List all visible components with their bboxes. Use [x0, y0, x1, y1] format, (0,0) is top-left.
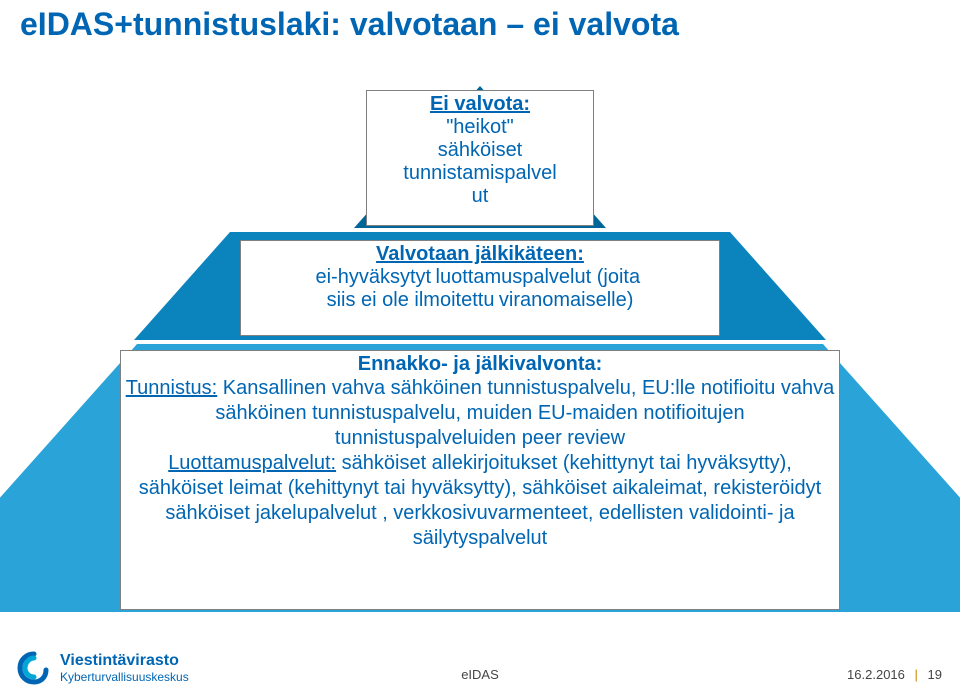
- tier-top-line: ut: [371, 185, 589, 208]
- tier-top-line: tunnistamispalvel: [371, 162, 589, 185]
- footer-date: 16.2.2016: [847, 667, 905, 682]
- tier-top-header: Ei valvota:: [371, 93, 589, 116]
- footer-center: eIDAS: [0, 667, 960, 682]
- tier-mid-line: siis ei ole ilmoitettu: [327, 289, 495, 312]
- tier-bot-block1: Tunnistus: Kansallinen vahva sähköinen t…: [125, 376, 835, 451]
- separator-icon: |: [915, 667, 918, 682]
- tier-top-box: Ei valvota: "heikot" sähköiset tunnistam…: [366, 90, 594, 226]
- tier-bot-block2: Luottamuspalvelut: sähköiset allekirjoit…: [125, 451, 835, 551]
- tier-divider: [134, 340, 826, 344]
- footer-page: 19: [928, 667, 942, 682]
- tier-bot-box: Ennakko- ja jälkivalvonta: Tunnistus: Ka…: [120, 350, 840, 610]
- tier-top-line: sähköiset: [371, 139, 589, 162]
- footer: Viestintävirasto Kyberturvallisuuskeskus…: [0, 640, 960, 692]
- tier-mid-header: Valvotaan jälkikäteen:: [245, 243, 715, 266]
- tier-bot-block1-lead: Tunnistus:: [126, 377, 218, 399]
- slide-title: eIDAS+tunnistuslaki: valvotaan – ei valv…: [20, 6, 940, 43]
- tier-bot-header: Ennakko- ja jälkivalvonta:: [125, 353, 835, 376]
- tier-mid-box: Valvotaan jälkikäteen: ei-hyväksytyt luo…: [240, 240, 720, 336]
- footer-right: 16.2.2016 | 19: [847, 667, 942, 682]
- tier-divider: [228, 228, 732, 232]
- tier-mid-line: ei-hyväksytyt: [315, 266, 431, 289]
- tier-top-line: "heikot": [371, 116, 589, 139]
- slide: eIDAS+tunnistuslaki: valvotaan – ei valv…: [0, 0, 960, 692]
- tier-bot-block2-lead: Luottamuspalvelut:: [168, 452, 336, 474]
- tier-bot-block1-rest: Kansallinen vahva sähköinen tunnistuspal…: [215, 377, 834, 449]
- tier-mid-line: luottamuspalvelut (joita: [436, 266, 641, 289]
- tier-mid-line: viranomaiselle): [499, 289, 634, 312]
